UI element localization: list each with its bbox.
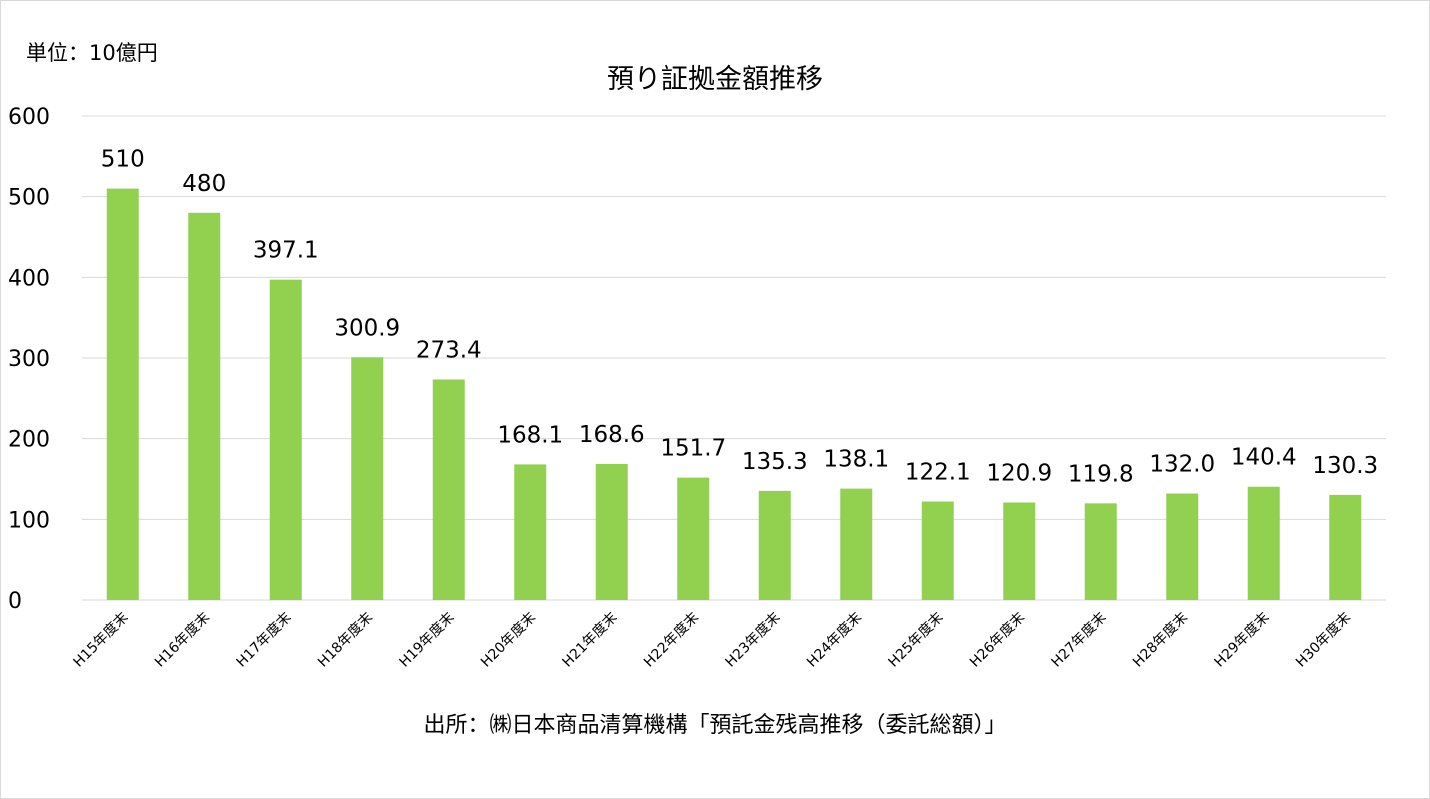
x-tick-label: H17年度末 bbox=[234, 610, 295, 671]
bar bbox=[351, 357, 384, 600]
bar bbox=[677, 477, 710, 600]
data-label: 135.3 bbox=[742, 449, 808, 475]
y-tick-label: 400 bbox=[8, 266, 50, 291]
data-label: 119.8 bbox=[1068, 461, 1134, 487]
x-tick-label: H15年度末 bbox=[71, 610, 132, 671]
x-tick-label: H29年度末 bbox=[1212, 610, 1273, 671]
data-label: 130.3 bbox=[1312, 453, 1378, 479]
data-label: 510 bbox=[101, 147, 145, 173]
data-label: 122.1 bbox=[905, 460, 971, 486]
x-tick-label: H16年度末 bbox=[152, 610, 213, 671]
bar bbox=[188, 212, 221, 601]
bar bbox=[1003, 502, 1036, 600]
data-label: 300.9 bbox=[334, 315, 400, 341]
x-tick-label: H30年度末 bbox=[1293, 610, 1354, 671]
data-label: 140.4 bbox=[1231, 445, 1297, 471]
bar bbox=[840, 488, 873, 600]
x-tick-label: H22年度末 bbox=[641, 610, 702, 671]
bar bbox=[595, 463, 628, 600]
data-label: 138.1 bbox=[823, 447, 889, 473]
data-label: 120.9 bbox=[986, 460, 1052, 486]
x-tick-label: H20年度末 bbox=[478, 610, 539, 671]
data-label: 151.7 bbox=[660, 436, 726, 462]
x-tick-label: H23年度末 bbox=[723, 610, 784, 671]
bar bbox=[1166, 493, 1199, 600]
data-label: 168.6 bbox=[579, 422, 645, 448]
data-label: 168.1 bbox=[497, 422, 563, 448]
x-tick-label: H28年度末 bbox=[1130, 610, 1191, 671]
bar bbox=[269, 279, 302, 600]
bar bbox=[758, 490, 791, 600]
data-label: 480 bbox=[182, 171, 226, 197]
data-label: 397.1 bbox=[253, 238, 319, 264]
bar bbox=[514, 464, 547, 600]
bar bbox=[1247, 486, 1280, 600]
bar bbox=[432, 379, 465, 600]
bar bbox=[921, 501, 954, 600]
y-tick-label: 200 bbox=[8, 428, 50, 453]
data-label: 273.4 bbox=[416, 337, 482, 363]
y-tick-label: 500 bbox=[8, 186, 50, 211]
x-tick-label: H27年度末 bbox=[1049, 610, 1110, 671]
unit-label: 単位：10億円 bbox=[26, 41, 158, 65]
x-tick-label: H26年度末 bbox=[967, 610, 1028, 671]
source-note: 出所：㈱日本商品清算機構「預託金残高推移（委託総額）」 bbox=[423, 713, 1007, 738]
x-tick-label: H24年度末 bbox=[804, 610, 865, 671]
bar bbox=[106, 188, 139, 600]
bar bbox=[1329, 494, 1362, 600]
x-tick-label: H21年度末 bbox=[560, 610, 621, 671]
x-tick-label: H19年度末 bbox=[397, 610, 458, 671]
y-tick-label: 300 bbox=[8, 347, 50, 372]
y-tick-label: 600 bbox=[8, 105, 50, 130]
x-tick-label: H25年度末 bbox=[886, 610, 947, 671]
x-tick-label: H18年度末 bbox=[315, 610, 376, 671]
y-tick-label: 0 bbox=[8, 589, 22, 614]
data-label: 132.0 bbox=[1149, 452, 1215, 478]
bar bbox=[1084, 503, 1117, 600]
chart-title: 預り証拠金額推移 bbox=[607, 64, 823, 95]
y-tick-label: 100 bbox=[8, 508, 50, 533]
